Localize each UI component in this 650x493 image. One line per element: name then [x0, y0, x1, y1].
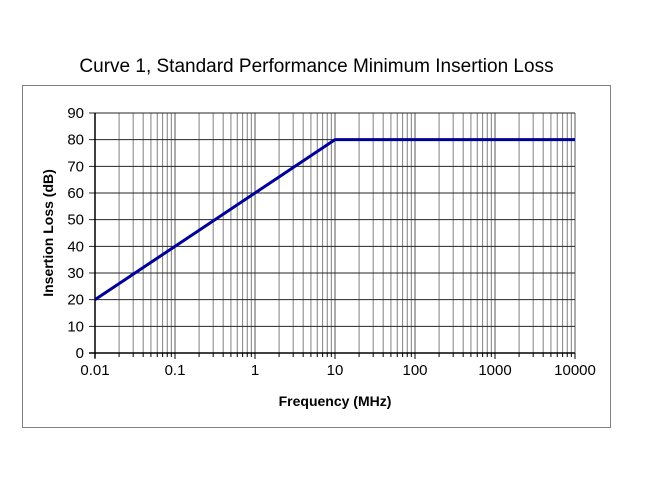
chart-outer-box: 0 10 20 30 40 50 60 70 80 90 0.01 0.1 1 10 100 1000 1000… — [22, 85, 611, 428]
y-tick-label: 90 — [67, 105, 84, 122]
y-tick-label: 40 — [67, 238, 84, 255]
y-tick-label: 30 — [67, 265, 84, 282]
plot-area: 0 10 20 30 40 50 60 70 80 90 0.01 0.1 1 10 100 1000 1000… — [67, 105, 596, 379]
y-tick-label: 60 — [67, 185, 84, 202]
chart-title: Curve 1, Standard Performance Minimum In… — [79, 56, 554, 77]
x-tick-label: 1 — [251, 362, 259, 379]
x-tick-label: 100 — [402, 362, 427, 379]
x-tick-label: 0.01 — [80, 362, 109, 379]
x-axis-title: Frequency (MHz) — [278, 393, 392, 409]
y-axis-title: Insertion Loss (dB) — [40, 169, 56, 297]
y-tick-label: 50 — [67, 212, 84, 229]
y-tick-label: 0 — [76, 345, 84, 362]
x-tick-label: 10000 — [554, 362, 596, 379]
y-tick-label: 10 — [67, 318, 84, 335]
x-tick-label: 1000 — [478, 362, 511, 379]
x-tick-label: 0.1 — [165, 362, 186, 379]
x-tick-label: 10 — [327, 362, 344, 379]
y-tick-label: 20 — [67, 292, 84, 309]
y-tick-label: 80 — [67, 132, 84, 149]
series-line — [94, 138, 575, 301]
y-tick-label: 70 — [67, 158, 84, 175]
